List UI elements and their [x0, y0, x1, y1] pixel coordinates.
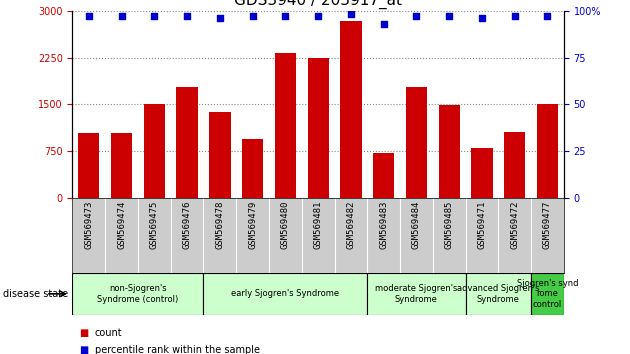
Text: non-Sjogren's
Syndrome (control): non-Sjogren's Syndrome (control)	[98, 284, 178, 303]
Text: ■: ■	[79, 346, 88, 354]
Bar	[438, 105, 460, 198]
Text: GSM569473: GSM569473	[84, 200, 93, 249]
Point	[542, 13, 553, 19]
Bar	[307, 57, 329, 198]
Point	[411, 13, 421, 19]
Point	[313, 13, 323, 19]
Text: GSM569480: GSM569480	[281, 200, 290, 249]
Bar	[78, 133, 100, 198]
Text: GSM569479: GSM569479	[248, 200, 257, 249]
Point	[444, 13, 454, 19]
Text: GSM569475: GSM569475	[150, 200, 159, 249]
Text: disease state: disease state	[3, 289, 68, 299]
Point	[248, 13, 258, 19]
Bar	[209, 112, 231, 198]
Point	[149, 13, 159, 19]
Text: moderate Sjogren's
Syndrome: moderate Sjogren's Syndrome	[375, 284, 457, 303]
Text: ■: ■	[79, 328, 88, 338]
Bar	[275, 52, 296, 198]
Point	[215, 15, 225, 21]
FancyBboxPatch shape	[466, 273, 531, 315]
FancyBboxPatch shape	[203, 273, 367, 315]
Point	[477, 15, 487, 21]
FancyBboxPatch shape	[72, 273, 203, 315]
Text: early Sjogren's Syndrome: early Sjogren's Syndrome	[231, 289, 340, 298]
Text: GSM569472: GSM569472	[510, 200, 519, 249]
Text: GSM569485: GSM569485	[445, 200, 454, 249]
Point	[346, 12, 356, 17]
Point	[510, 13, 520, 19]
Text: GSM569471: GSM569471	[478, 200, 486, 249]
Text: GSM569482: GSM569482	[346, 200, 355, 249]
Text: GSM569481: GSM569481	[314, 200, 323, 249]
FancyBboxPatch shape	[531, 273, 564, 315]
Bar	[340, 21, 362, 198]
Text: GSM569477: GSM569477	[543, 200, 552, 249]
Point	[84, 13, 94, 19]
Text: GSM569474: GSM569474	[117, 200, 126, 249]
Bar	[471, 148, 493, 198]
Point	[117, 13, 127, 19]
Text: GSM569476: GSM569476	[183, 200, 192, 249]
Text: Sjogren's synd
rome
control: Sjogren's synd rome control	[517, 279, 578, 309]
Bar	[406, 87, 427, 198]
FancyBboxPatch shape	[367, 273, 466, 315]
Text: GSM569484: GSM569484	[412, 200, 421, 249]
Title: GDS3940 / 203917_at: GDS3940 / 203917_at	[234, 0, 402, 9]
Bar	[242, 139, 263, 198]
Bar	[373, 153, 394, 198]
Text: GSM569478: GSM569478	[215, 200, 224, 249]
Bar	[537, 104, 558, 198]
Point	[379, 21, 389, 27]
Text: count: count	[94, 328, 122, 338]
Bar	[111, 133, 132, 198]
Bar	[176, 87, 198, 198]
Bar	[144, 104, 165, 198]
Text: GSM569483: GSM569483	[379, 200, 388, 249]
Bar	[504, 132, 525, 198]
Text: percentile rank within the sample: percentile rank within the sample	[94, 346, 260, 354]
Point	[182, 13, 192, 19]
Text: advanced Sjogren's
Syndrome: advanced Sjogren's Syndrome	[457, 284, 540, 303]
Point	[280, 13, 290, 19]
